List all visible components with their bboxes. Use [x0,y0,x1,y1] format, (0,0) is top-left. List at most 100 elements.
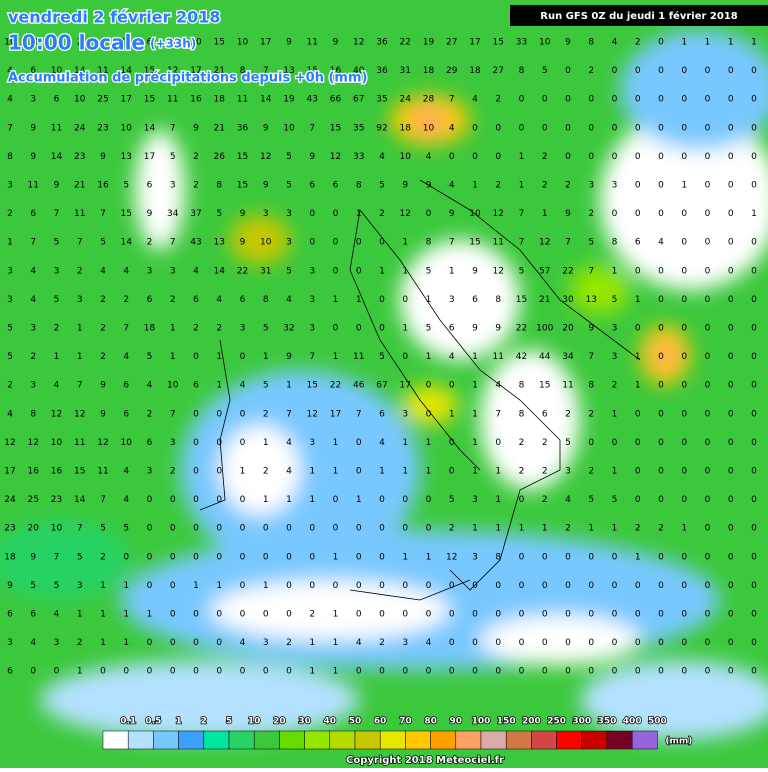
grid-value: 2 [54,324,60,334]
grid-value: 0 [147,667,153,677]
legend-label: 0.1 [120,717,136,727]
grid-value: 5 [7,352,13,362]
grid-value: 0 [705,152,711,162]
grid-value: 8 [519,409,525,419]
grid-value: 0 [193,524,199,534]
grid-value: 0 [728,667,734,677]
grid-value: 8 [356,181,362,191]
grid-value: 7 [77,524,83,534]
grid-value: 2 [542,181,548,191]
lead-time: (+33h) [150,37,196,51]
grid-value: 0 [751,581,757,591]
grid-value: 4 [379,438,385,448]
grid-value: 0 [54,667,60,677]
grid-value: 0 [542,581,548,591]
grid-value: 0 [681,295,687,305]
grid-value: 2 [170,295,176,305]
grid-value: 0 [356,552,362,562]
grid-value: 1 [123,581,129,591]
legend-label: 60 [374,717,387,727]
grid-value: 6 [635,238,641,248]
grid-value: 0 [588,581,594,591]
grid-value: 16 [51,467,63,477]
grid-value: 1 [216,581,222,591]
grid-value: 0 [449,381,455,391]
grid-value: 0 [333,238,339,248]
grid-value: 0 [216,610,222,620]
grid-value: 0 [379,552,385,562]
grid-value: 31 [260,266,271,276]
grid-value: 4 [356,638,362,648]
legend-label: 80 [424,717,437,727]
grid-value: 0 [123,667,129,677]
grid-value: 8 [240,66,246,76]
grid-value: 2 [588,467,594,477]
grid-value: 0 [658,95,664,105]
map-subtitle: Accumulation de précipitations depuis +0… [8,71,367,86]
grid-value: 37 [190,209,201,219]
grid-value: 1 [519,152,525,162]
grid-value: 5 [54,581,60,591]
grid-value: 2 [658,524,664,534]
grid-value: 1 [426,352,432,362]
grid-value: 5 [54,238,60,248]
grid-value: 4 [123,467,129,477]
grid-value: 0 [542,610,548,620]
grid-value: 0 [751,381,757,391]
grid-value: 2 [30,352,36,362]
grid-value: 18 [144,324,156,334]
grid-value: 18 [423,66,435,76]
grid-value: 0 [588,123,594,133]
legend-label: 350 [598,717,617,727]
grid-value: 7 [519,209,525,219]
grid-value: 0 [495,152,501,162]
grid-value: 15 [493,38,504,48]
grid-value: 0 [612,552,618,562]
grid-value: 0 [681,352,687,362]
grid-value: 67 [376,381,387,391]
grid-value: 0 [751,667,757,677]
legend-label: 250 [547,717,566,727]
grid-value: 0 [379,524,385,534]
grid-value: 0 [170,524,176,534]
grid-value: 14 [214,266,226,276]
grid-value: 10 [260,238,272,248]
grid-value: 9 [472,324,478,334]
grid-value: 1 [426,552,432,562]
grid-value: 11 [97,467,108,477]
grid-value: 3 [240,324,246,334]
grid-value: 0 [658,667,664,677]
grid-value: 6 [333,181,339,191]
grid-value: 0 [495,438,501,448]
grid-value: 0 [426,381,432,391]
grid-value: 6 [30,610,36,620]
grid-value: 6 [449,324,455,334]
grid-value: 0 [402,295,408,305]
grid-value: 3 [309,438,315,448]
grid-value: 0 [705,95,711,105]
grid-value: 7 [123,324,129,334]
grid-value: 0 [286,667,292,677]
grid-value: 0 [519,581,525,591]
grid-value: 1 [472,438,478,448]
grid-value: 4 [472,95,478,105]
grid-value: 2 [100,324,106,334]
grid-value: 0 [356,610,362,620]
grid-value: 0 [751,524,757,534]
grid-value: 24 [74,123,86,133]
grid-value: 0 [728,324,734,334]
grid-value: 10 [121,38,133,48]
grid-value: 5 [77,552,83,562]
grid-value: 1 [193,581,199,591]
grid-value: 1 [356,495,362,505]
grid-value: 5 [123,524,129,534]
legend-label: 70 [399,717,412,727]
grid-value: 1 [7,238,13,248]
grid-value: 1 [77,667,83,677]
grid-value: 9 [263,181,269,191]
legend-label: 50 [349,717,362,727]
grid-value: 0 [705,610,711,620]
grid-value: 0 [309,238,315,248]
grid-value: 0 [519,95,525,105]
grid-value: 3 [30,381,36,391]
